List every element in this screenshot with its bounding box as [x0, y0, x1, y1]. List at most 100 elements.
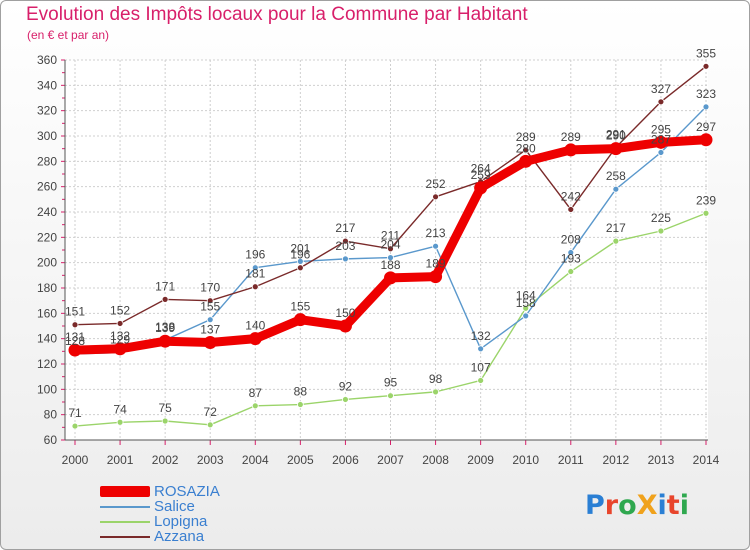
data-label-rosazia: 295	[651, 122, 671, 136]
legend-item-azzana: Azzana	[100, 529, 220, 544]
data-label-lopigna: 72	[204, 405, 218, 419]
x-tick-label: 2014	[693, 453, 720, 467]
data-label-rosazia: 290	[606, 129, 626, 143]
data-label-azzana: 196	[290, 248, 310, 262]
proxiti-logo: ProXiti	[585, 490, 689, 521]
data-label-azzana: 170	[200, 281, 220, 295]
data-point-rosazia	[699, 133, 713, 147]
data-label-salice: 138	[155, 320, 175, 334]
data-point-rosazia	[519, 154, 533, 168]
data-label-salice: 208	[561, 233, 581, 247]
data-point-salice	[522, 312, 530, 320]
data-point-azzana	[296, 264, 304, 272]
data-label-lopigna: 88	[294, 385, 308, 399]
data-label-lopigna: 239	[696, 193, 716, 207]
chart-subtitle: (en € et par an)	[27, 28, 110, 42]
data-label-salice: 213	[426, 226, 446, 240]
data-label-salice: 287	[651, 132, 671, 146]
legend-swatch-lopigna	[100, 520, 150, 523]
data-point-salice	[342, 255, 349, 263]
data-point-rosazia	[384, 271, 397, 285]
data-point-lopigna	[657, 227, 665, 235]
data-point-rosazia	[429, 270, 443, 284]
data-point-azzana	[206, 297, 214, 305]
logo-letter: P	[585, 490, 605, 521]
data-label-salice: 201	[290, 241, 310, 255]
data-point-lopigna	[387, 392, 394, 400]
data-point-salice	[567, 249, 575, 256]
data-point-azzana	[567, 206, 575, 213]
x-tick-label: 2004	[242, 453, 269, 467]
logo-letter: X	[636, 490, 658, 521]
data-label-rosazia: 189	[426, 257, 446, 271]
data-label-salice: 129	[110, 333, 130, 347]
data-label-rosazia: 132	[110, 329, 130, 343]
logo-letter: i	[657, 490, 667, 521]
data-point-rosazia	[564, 143, 578, 157]
data-point-lopigna	[161, 417, 169, 425]
y-tick-label: 140	[37, 332, 57, 346]
y-tick-label: 120	[37, 357, 57, 371]
y-tick-label: 260	[37, 180, 57, 194]
data-label-rosazia: 259	[471, 168, 491, 182]
data-label-salice: 196	[245, 248, 265, 262]
data-label-azzana: 289	[516, 130, 536, 144]
x-tick-label: 2002	[152, 453, 179, 467]
plot-area	[65, 60, 708, 440]
logo-letter: o	[618, 490, 637, 521]
data-label-azzana: 252	[426, 177, 446, 191]
data-label-azzana: 211	[381, 229, 400, 243]
data-label-salice: 158	[516, 296, 536, 310]
y-tick-label: 240	[37, 205, 57, 219]
legend-item-rosazia: ROSAZIA	[100, 484, 220, 499]
data-label-lopigna: 98	[429, 372, 443, 386]
data-point-rosazia	[338, 319, 352, 333]
legend: ROSAZIA Salice Lopigna Azzana	[100, 484, 220, 544]
data-point-lopigna	[342, 396, 349, 403]
y-tick-label: 340	[37, 78, 57, 92]
data-label-lopigna: 71	[68, 406, 82, 420]
data-label-salice: 128	[65, 334, 85, 348]
data-label-rosazia: 140	[245, 319, 265, 333]
data-point-rosazia	[113, 342, 127, 356]
data-point-lopigna	[71, 422, 79, 430]
data-label-lopigna: 75	[158, 401, 172, 415]
data-point-salice	[251, 264, 259, 272]
x-tick-label: 2007	[377, 453, 404, 467]
data-label-azzana: 242	[561, 189, 581, 203]
y-tick-label: 100	[37, 382, 57, 396]
x-tick-label: 2012	[603, 453, 630, 467]
data-label-lopigna: 225	[651, 211, 671, 225]
data-point-azzana	[657, 98, 665, 106]
legend-swatch-azzana	[100, 535, 150, 538]
legend-label-salice: Salice	[154, 498, 195, 515]
legend-item-lopigna: Lopigna	[100, 514, 220, 529]
y-tick-label: 160	[37, 306, 57, 320]
x-tick-label: 2013	[648, 453, 675, 467]
data-point-salice	[612, 185, 620, 193]
data-label-lopigna: 95	[384, 376, 398, 390]
y-tick-label: 360	[37, 53, 57, 67]
data-point-lopigna	[251, 402, 259, 410]
data-label-azzana: 181	[245, 267, 265, 281]
data-point-rosazia	[609, 142, 623, 156]
data-point-lopigna	[296, 401, 304, 408]
legend-label-lopigna: Lopigna	[154, 513, 208, 530]
data-label-lopigna: 164	[516, 288, 536, 302]
data-point-salice	[477, 345, 485, 353]
data-label-rosazia: 297	[696, 120, 716, 134]
data-point-azzana	[387, 245, 394, 253]
x-tick-label: 2010	[512, 453, 539, 467]
data-point-rosazia	[293, 313, 307, 327]
data-point-salice	[702, 103, 710, 111]
x-tick-label: 2005	[287, 453, 314, 467]
legend-label-rosazia: ROSAZIA	[154, 483, 220, 500]
data-label-rosazia: 137	[200, 322, 220, 336]
data-label-salice: 204	[380, 238, 400, 252]
data-label-salice: 132	[471, 329, 491, 343]
data-point-azzana	[702, 62, 710, 70]
data-point-lopigna	[116, 418, 124, 426]
data-point-azzana	[71, 321, 79, 329]
data-label-azzana: 355	[696, 46, 716, 60]
data-point-rosazia	[203, 335, 217, 349]
